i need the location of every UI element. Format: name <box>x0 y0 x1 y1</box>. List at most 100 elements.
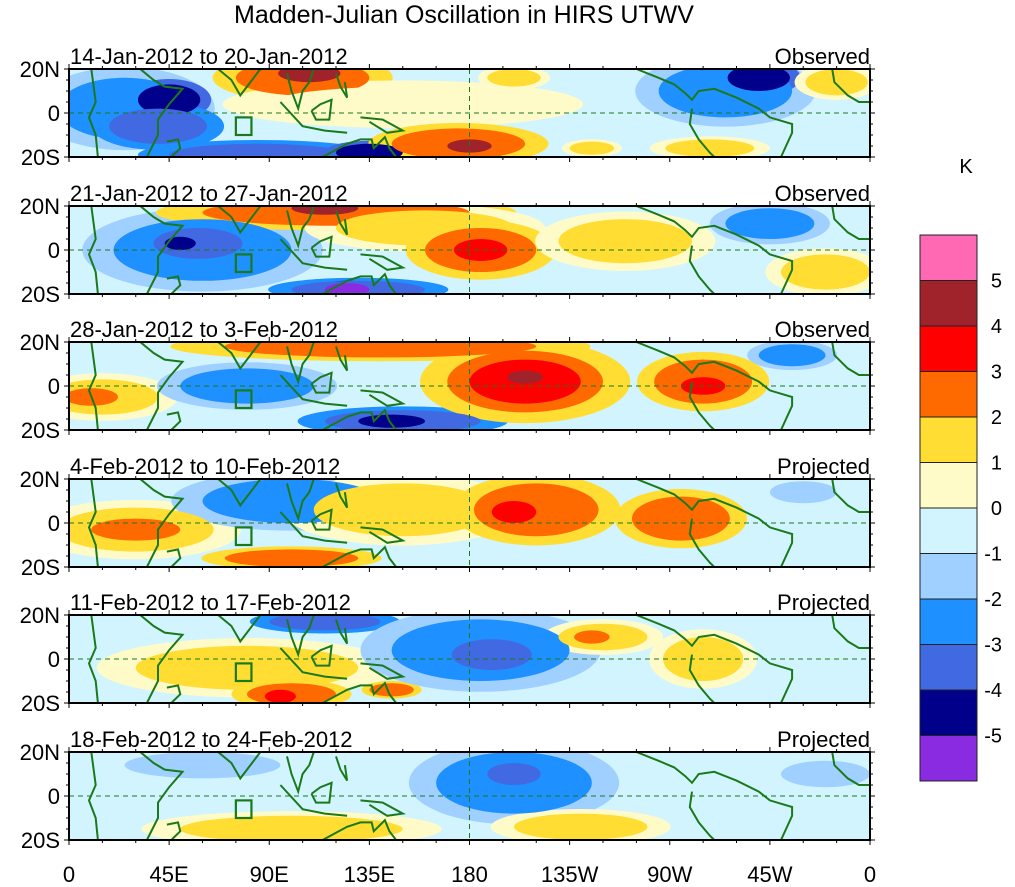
borneo <box>310 644 333 667</box>
anomaly-contour <box>358 414 425 428</box>
west-africa-coast <box>831 69 870 103</box>
colorbar-label: 3 <box>991 362 1002 384</box>
map-panel: 20N 0 20S 21-Jan-2012 to 27-Jan-2012 Observe… <box>20 181 875 307</box>
panel-date-range: 4-Feb-2012 to 10-Feb-2012 <box>70 454 340 479</box>
africa-west-coast <box>87 342 99 430</box>
anomaly-field <box>69 342 870 430</box>
new-guinea <box>360 116 406 134</box>
y-tick-label: 0 <box>48 511 60 536</box>
anomaly-contour <box>781 760 870 788</box>
se-asia-coast <box>286 615 315 658</box>
colorbar-swatch <box>919 234 978 281</box>
philippines <box>335 483 349 509</box>
south-america-west-coast <box>688 518 715 567</box>
west-africa-coast <box>831 206 870 240</box>
se-asia-coast <box>286 69 315 112</box>
south-america-west-coast <box>688 245 715 294</box>
map-panel: 20N 0 20S 18-Feb-2012 to 24-Feb-2012 Project… <box>20 727 875 853</box>
map-panel: 20N 0 20S 28-Jan-2012 to 3-Feb-2012 Observed <box>20 317 875 443</box>
index-box <box>234 799 253 820</box>
colorbar-label: -1 <box>984 544 1002 566</box>
new-guinea <box>360 389 406 407</box>
colorbar-label: 4 <box>991 316 1002 338</box>
madagascar <box>166 275 182 294</box>
colorbar-swatch <box>919 644 978 691</box>
australia-north-coast <box>322 408 397 430</box>
y-tick-label: 0 <box>48 101 60 126</box>
panel-status: Observed <box>775 317 870 342</box>
anomaly-contour <box>514 813 648 840</box>
panel-status: Observed <box>775 44 870 69</box>
india-coast <box>217 69 262 98</box>
anomaly-contour <box>69 388 118 406</box>
y-tick-label: 20S <box>21 691 60 716</box>
central-south-america-coast <box>636 752 794 840</box>
africa-east-coast <box>139 479 185 567</box>
anomaly-contour <box>574 630 610 644</box>
west-africa-coast <box>831 342 870 376</box>
philippines <box>335 619 349 645</box>
y-tick-label: 20S <box>21 418 60 443</box>
philippines <box>335 210 349 236</box>
panel-status: Projected <box>777 454 870 479</box>
colorbar-swatch <box>919 371 978 418</box>
madagascar <box>166 411 182 430</box>
sumatra-java <box>279 647 348 680</box>
se-asia-coast <box>286 752 315 795</box>
panel-date-range: 11-Feb-2012 to 17-Feb-2012 <box>70 590 351 615</box>
colorbar-swatch <box>919 416 978 463</box>
se-asia-coast <box>286 206 315 249</box>
x-tick-label: 90E <box>250 862 289 887</box>
coastlines <box>87 479 870 567</box>
australia-north-coast <box>322 272 397 294</box>
anomaly-contour <box>278 69 341 83</box>
colorbar-swatch <box>919 507 978 554</box>
y-tick-label: 20N <box>20 740 60 765</box>
australia-north-coast <box>322 681 397 703</box>
madagascar <box>166 548 182 567</box>
madagascar <box>166 821 182 840</box>
se-asia-coast <box>286 479 315 522</box>
coastlines <box>87 615 870 703</box>
anomaly-contour <box>369 683 414 697</box>
anomaly-contour <box>558 219 692 264</box>
coastlines <box>87 69 870 157</box>
africa-east-coast <box>139 342 185 430</box>
anomaly-contour <box>264 689 296 703</box>
anomaly-contour <box>269 615 381 631</box>
australia-north-coast <box>322 818 397 840</box>
south-america-west-coast <box>688 381 715 430</box>
africa-west-coast <box>87 752 99 840</box>
map-panel: 20N 0 20S 11-Feb-2012 to 17-Feb-2012 Project… <box>20 590 875 716</box>
x-tick-label: 135E <box>344 862 395 887</box>
anomaly-contour <box>569 141 615 155</box>
x-tick-label: 45E <box>150 862 189 887</box>
india-coast <box>217 479 262 508</box>
anomaly-contour <box>135 645 359 690</box>
index-box <box>234 526 253 547</box>
central-south-america-coast <box>636 479 794 567</box>
anomaly-contour <box>336 143 403 157</box>
panel-date-range: 14-Jan-2012 to 20-Jan-2012 <box>70 44 348 69</box>
borneo <box>310 235 333 258</box>
y-tick-label: 0 <box>48 784 60 809</box>
y-tick-label: 0 <box>48 238 60 263</box>
colorbar-swatch <box>919 689 978 736</box>
west-africa-coast <box>831 615 870 649</box>
colorbar: K 5 4 3 2 1 0 -1 -2 -3 -4 -5 <box>919 156 1002 782</box>
anomaly-field <box>69 69 870 157</box>
anomaly-contour <box>291 206 359 215</box>
anomaly-contour <box>313 483 492 537</box>
anomaly-contour <box>180 815 403 840</box>
anomaly-contour <box>805 69 868 96</box>
anomaly-contour <box>124 752 281 779</box>
panel-date-range: 21-Jan-2012 to 27-Jan-2012 <box>70 181 348 206</box>
borneo <box>310 508 333 531</box>
anomaly-contour <box>164 236 196 250</box>
anomaly-contour <box>451 639 532 670</box>
index-box <box>234 662 253 683</box>
anomaly-contour <box>769 481 837 504</box>
y-tick-label: 20N <box>20 194 60 219</box>
philippines <box>335 346 349 372</box>
anomaly-contour <box>180 368 314 404</box>
